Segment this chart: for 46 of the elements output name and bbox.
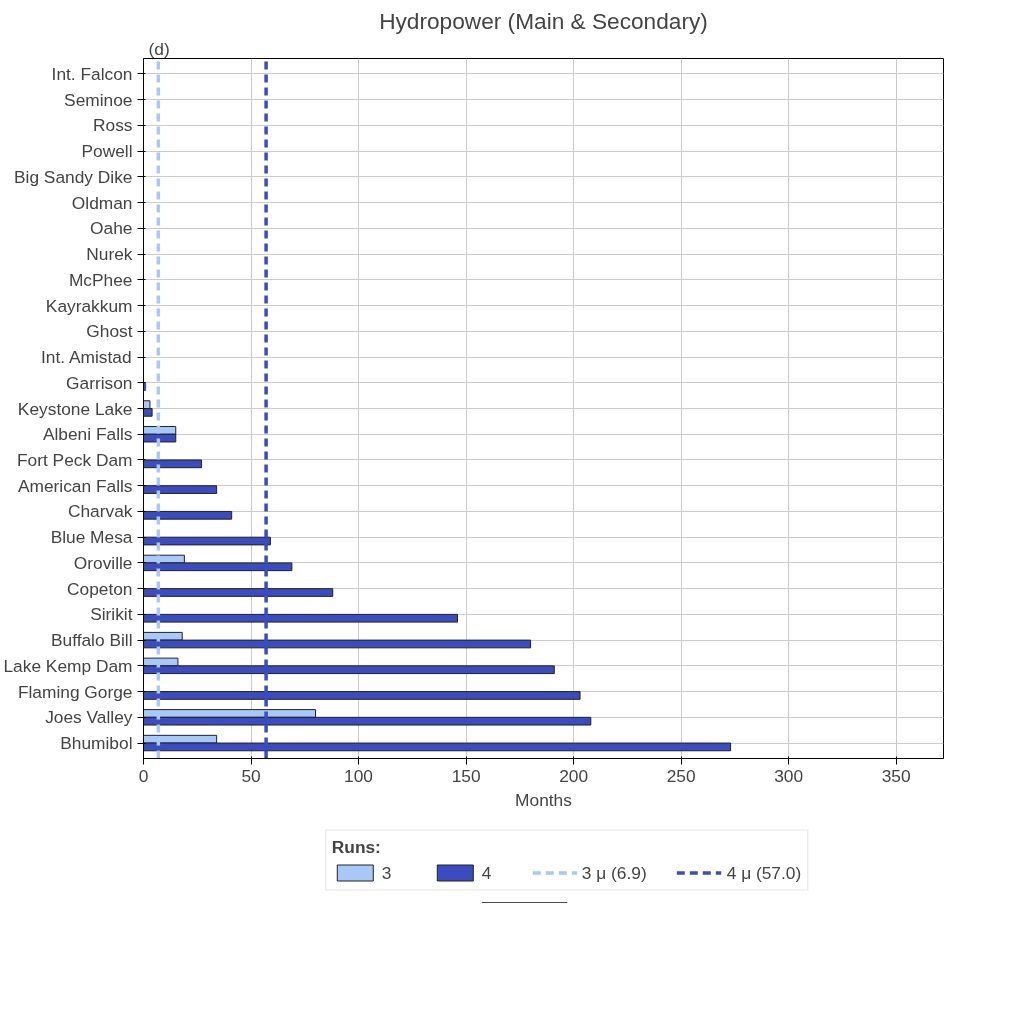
x-tick-label: 0	[138, 765, 149, 786]
bar	[143, 485, 218, 494]
x-tick-label: 350	[881, 765, 911, 786]
y-tick-label: Kayrakkum	[45, 295, 133, 316]
x-axis-title: Months	[515, 789, 573, 810]
x-tick-label: 300	[774, 765, 804, 786]
y-tick-label: Joes Valley	[45, 707, 133, 728]
y-tick-label: Int. Falcon	[51, 63, 133, 84]
y-tick-label: Oldman	[71, 192, 133, 213]
y-tick-label: Lake Kemp Dam	[3, 655, 133, 676]
y-tick-label: McPhee	[68, 269, 133, 290]
legend-label: 4 μ (57.0)	[726, 862, 802, 883]
x-tick-label: 100	[344, 765, 374, 786]
legend-label: 3	[381, 862, 393, 883]
y-tick-label: Ghost	[86, 321, 133, 342]
y-tick-label: Big Sandy Dike	[14, 166, 133, 187]
y-tick-label: Int. Amistad	[41, 347, 132, 368]
y-tick-label: Albeni Falls	[42, 424, 133, 445]
y-tick-label: Blue Mesa	[50, 527, 133, 548]
y-tick-label: American Falls	[17, 475, 133, 496]
y-tick-label: Keystone Lake	[17, 398, 133, 419]
x-tick-label: 250	[666, 765, 696, 786]
legend-title: Runs:	[331, 836, 382, 857]
x-tick-label: 200	[559, 765, 589, 786]
x-tick-label: 150	[451, 765, 481, 786]
x-tick-label: 50	[241, 765, 261, 786]
chart-title: Hydropower (Main & Secondary)	[379, 7, 708, 34]
y-tick-label: Flaming Gorge	[17, 681, 133, 702]
y-tick-label: Buffalo Bill	[50, 630, 133, 651]
bar	[143, 510, 233, 520]
y-tick-label: Bhumibol	[60, 733, 133, 754]
y-tick-label: Garrison	[66, 372, 133, 393]
y-tick-label: Charvak	[67, 501, 133, 522]
y-tick-label: Oroville	[73, 552, 133, 573]
y-tick-label: Fort Peck Dam	[16, 449, 133, 470]
legend-label: 4	[481, 862, 493, 883]
y-tick-label: Oahe	[90, 218, 133, 239]
y-tick-label: Seminoe	[64, 89, 133, 110]
y-tick-label: Sirikit	[90, 604, 133, 625]
y-tick-label: Copeton	[66, 578, 133, 599]
bar	[143, 459, 203, 469]
y-tick-label: Nurek	[86, 244, 133, 265]
annotation: (d)	[148, 38, 170, 59]
y-tick-label: Powell	[81, 141, 133, 162]
legend-label: 3 μ (6.9)	[581, 862, 647, 883]
y-tick-label: Ross	[93, 115, 133, 136]
